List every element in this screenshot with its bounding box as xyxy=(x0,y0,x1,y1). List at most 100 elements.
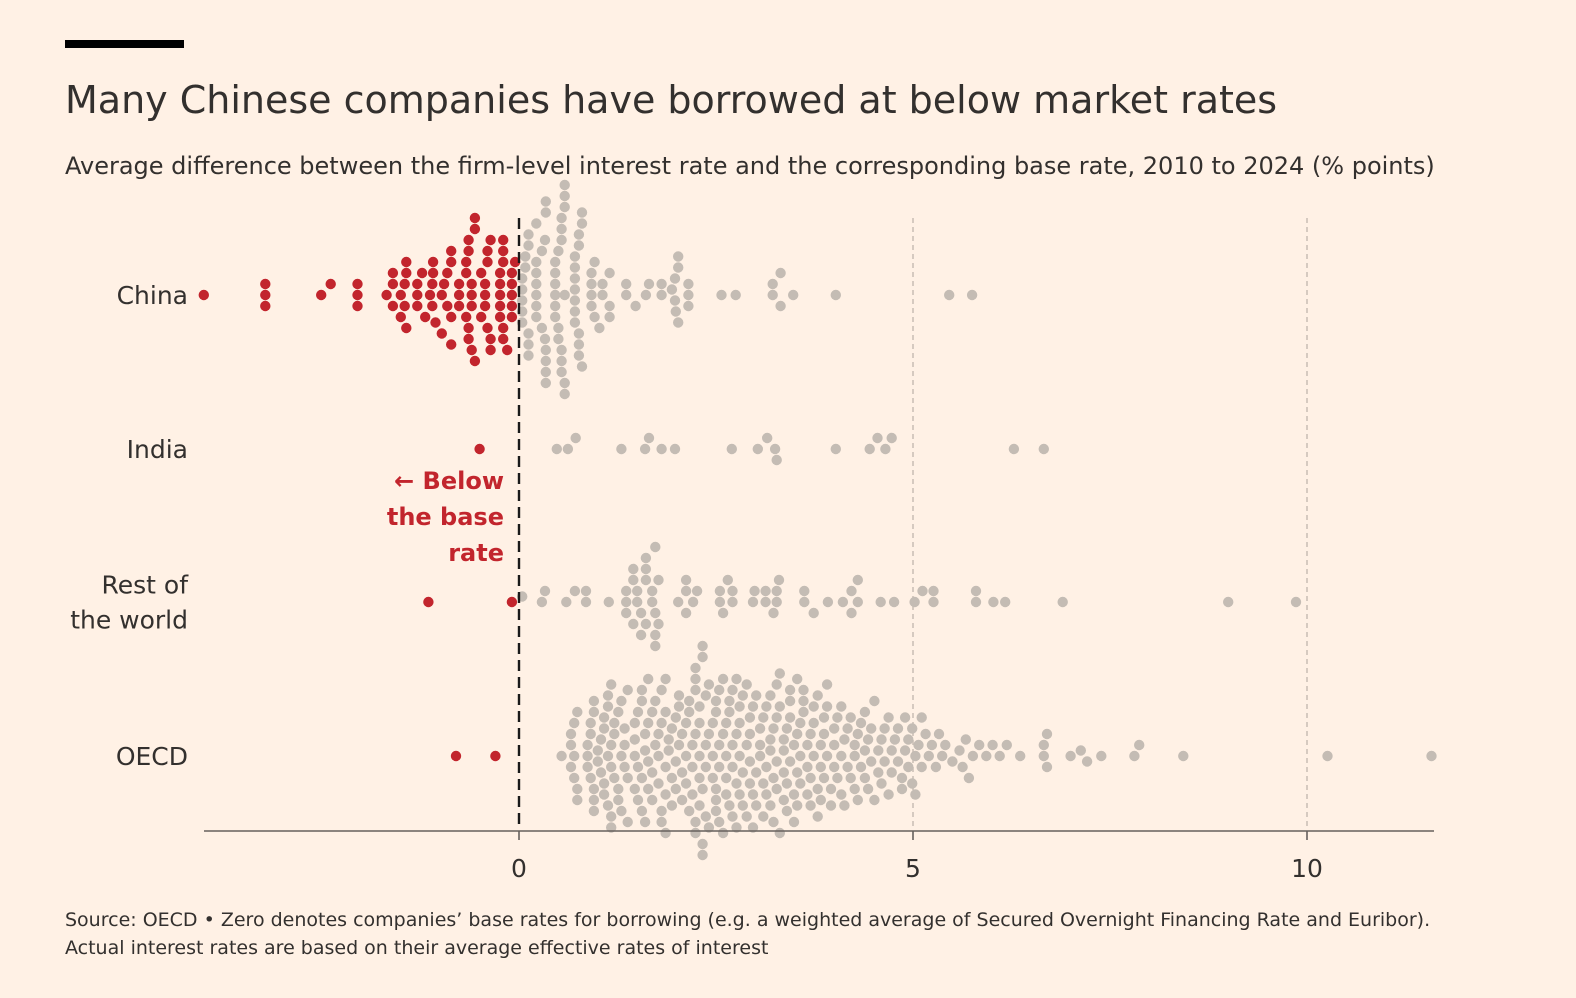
dot-oecd-338 xyxy=(1096,750,1107,762)
dot-india-2 xyxy=(562,443,574,455)
dot-rest-of-the-world-55 xyxy=(822,596,834,608)
dot-china-184 xyxy=(775,267,786,279)
dot-oecd-246 xyxy=(815,761,826,773)
dot-china-77 xyxy=(498,234,509,246)
dot-oecd-125 xyxy=(697,838,708,850)
dot-oecd-281 xyxy=(862,783,874,795)
dot-china-151 xyxy=(586,278,597,290)
chart-footer: Source: OECD • Zero denotes companies’ b… xyxy=(65,906,1525,962)
dot-oecd-30 xyxy=(598,789,610,800)
dot-china-138 xyxy=(569,306,581,317)
dot-rest-of-the-world-27 xyxy=(650,629,661,641)
dot-oecd-322 xyxy=(960,734,971,745)
dot-china-111 xyxy=(540,207,551,218)
dot-oecd-45 xyxy=(613,794,624,806)
dot-oecd-284 xyxy=(869,794,880,806)
dot-oecd-3 xyxy=(565,739,577,751)
dot-rest-of-the-world-30 xyxy=(653,574,664,586)
dot-oecd-29 xyxy=(598,712,610,723)
dot-oecd-84 xyxy=(656,816,667,828)
row-label-rest-of-the-world-line-1: Rest of xyxy=(102,571,190,600)
dot-oecd-210 xyxy=(778,734,789,745)
dot-china-5 xyxy=(325,278,336,290)
dot-china-100 xyxy=(531,267,542,279)
dot-rest-of-the-world-72 xyxy=(1223,596,1234,608)
dot-china-124 xyxy=(556,344,567,356)
dot-oecd-21 xyxy=(588,695,600,707)
dot-china-64 xyxy=(482,245,493,257)
row-label-oecd: OECD xyxy=(116,742,188,771)
dot-china-45 xyxy=(461,256,472,268)
dot-oecd-173 xyxy=(741,739,752,751)
annotation-line-3: rate xyxy=(448,539,504,567)
dot-china-76 xyxy=(498,333,509,345)
dot-oecd-288 xyxy=(876,734,887,745)
dot-oecd-269 xyxy=(845,712,856,723)
dot-oecd-319 xyxy=(947,756,958,767)
dot-oecd-28 xyxy=(598,778,610,789)
dot-oecd-175 xyxy=(741,679,752,690)
dot-oecd-40 xyxy=(609,728,620,740)
dot-rest-of-the-world-22 xyxy=(640,563,652,575)
dot-oecd-161 xyxy=(727,684,738,696)
dot-oecd-93 xyxy=(666,723,678,734)
dot-china-117 xyxy=(550,267,561,279)
dot-oecd-276 xyxy=(855,717,867,729)
dot-oecd-191 xyxy=(758,811,769,822)
dot-oecd-201 xyxy=(768,816,779,828)
dot-oecd-43 xyxy=(613,783,624,795)
dot-oecd-50 xyxy=(619,761,630,773)
dot-india-13 xyxy=(771,454,782,466)
dot-oecd-220 xyxy=(788,739,800,751)
dot-oecd-134 xyxy=(703,679,715,690)
dot-oecd-318 xyxy=(940,739,951,751)
dot-oecd-178 xyxy=(744,778,756,789)
dot-oecd-115 xyxy=(690,816,701,828)
dot-oecd-317 xyxy=(937,750,948,762)
dot-oecd-4 xyxy=(565,761,577,773)
dot-india-14 xyxy=(830,443,841,455)
source-note-line-2: Actual interest rates are based on their… xyxy=(65,937,769,959)
dot-oecd-170 xyxy=(737,767,748,778)
dot-oecd-180 xyxy=(747,789,759,800)
dot-oecd-48 xyxy=(616,805,627,817)
dot-oecd-245 xyxy=(815,739,826,751)
dot-oecd-197 xyxy=(765,800,776,811)
dot-rest-of-the-world-41 xyxy=(722,574,733,586)
dot-china-175 xyxy=(673,251,684,262)
dot-china-60 xyxy=(479,278,491,290)
dot-oecd-313 xyxy=(923,750,934,762)
dot-oecd-143 xyxy=(710,805,722,817)
dot-oecd-35 xyxy=(606,739,617,751)
dot-china-3 xyxy=(260,300,271,312)
dot-oecd-13 xyxy=(582,739,593,751)
dot-rest-of-the-world-38 xyxy=(714,596,726,608)
dot-oecd-298 xyxy=(892,723,904,734)
dot-oecd-310 xyxy=(916,761,927,773)
dot-rest-of-the-world-69 xyxy=(988,596,999,608)
dot-rest-of-the-world-52 xyxy=(799,596,810,608)
dot-oecd-138 xyxy=(707,717,718,729)
dot-oecd-229 xyxy=(795,717,806,729)
dot-china-41 xyxy=(453,278,465,290)
dot-oecd-18 xyxy=(588,783,600,795)
dot-india-20 xyxy=(1038,443,1050,455)
dot-oecd-324 xyxy=(967,750,979,762)
dot-china-65 xyxy=(485,333,496,345)
dot-oecd-133 xyxy=(703,728,715,740)
dot-oecd-207 xyxy=(774,827,785,839)
dot-china-73 xyxy=(498,256,509,268)
dot-oecd-249 xyxy=(818,772,830,784)
dot-rest-of-the-world-65 xyxy=(928,596,939,608)
dot-oecd-171 xyxy=(737,800,748,811)
dot-oecd-85 xyxy=(660,761,671,773)
dot-oecd-10 xyxy=(572,706,583,718)
dot-china-106 xyxy=(539,333,551,345)
dot-oecd-223 xyxy=(792,767,803,778)
dot-oecd-104 xyxy=(680,750,692,762)
dot-oecd-24 xyxy=(592,756,603,767)
dot-oecd-332 xyxy=(1038,739,1050,751)
dot-oecd-342 xyxy=(1322,750,1333,762)
dot-china-53 xyxy=(466,344,477,356)
dot-china-12 xyxy=(387,267,399,279)
